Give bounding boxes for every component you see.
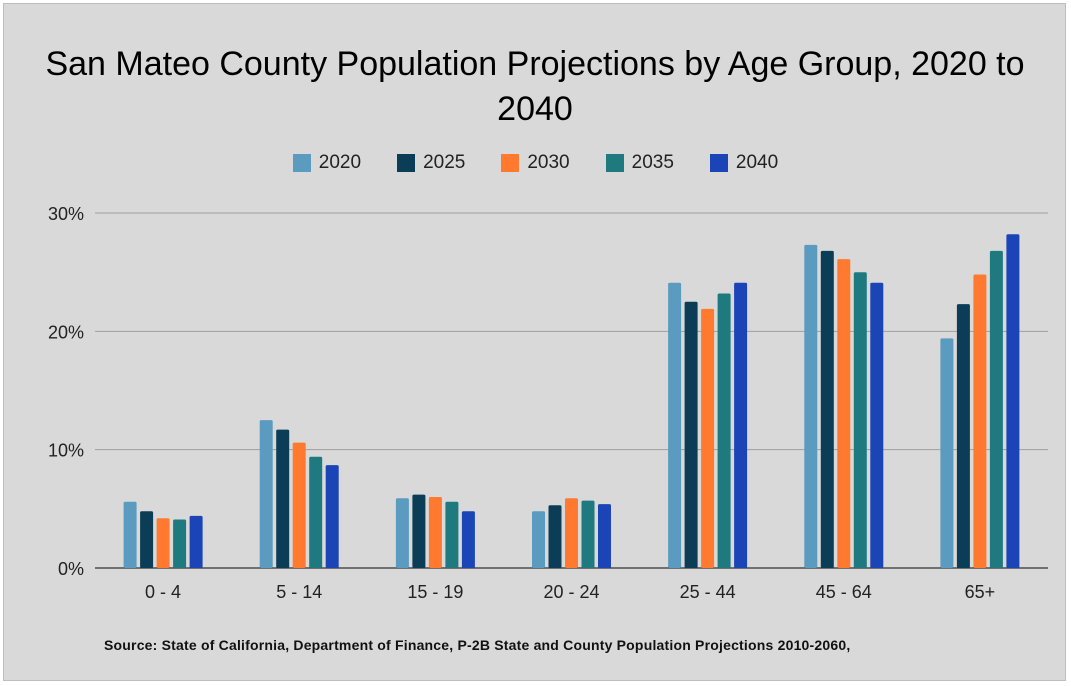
legend-label: 2025 <box>423 152 466 173</box>
bar-2040-1 <box>325 465 339 568</box>
legend-swatch <box>292 154 311 172</box>
bar-2025-4 <box>684 301 698 569</box>
bar-2020-2 <box>395 498 409 568</box>
bar-2030-4 <box>701 308 715 568</box>
bar-2035-2 <box>445 501 459 568</box>
legend-label: 2035 <box>631 152 674 173</box>
y-tick-label: 20% <box>48 322 84 342</box>
bar-2035-4 <box>717 293 731 568</box>
legend-label: 2020 <box>318 152 362 173</box>
bar-2030-3 <box>565 498 578 568</box>
bar-2035-0 <box>173 519 187 568</box>
y-tick-label: 10% <box>48 441 84 461</box>
bar-2040-6 <box>1006 234 1020 569</box>
x-tick-label: 25 - 44 <box>680 582 736 602</box>
legend-item-2040: 2040 <box>709 152 779 174</box>
legend-item-2035: 2035 <box>605 152 674 174</box>
legend-label: 2040 <box>735 152 779 173</box>
bar-2020-6 <box>940 338 954 568</box>
bar-2035-3 <box>581 500 595 568</box>
legend-swatch <box>397 154 416 172</box>
bar-2025-5 <box>820 250 834 568</box>
bar-2025-3 <box>548 505 562 568</box>
legend-label: 2030 <box>527 152 570 173</box>
legend-item-2030: 2030 <box>501 152 570 174</box>
bar-2040-5 <box>870 282 884 568</box>
bar-2020-5 <box>804 244 818 568</box>
bar-2030-2 <box>428 497 442 568</box>
bar-2020-4 <box>668 282 682 568</box>
bar-2040-3 <box>598 504 611 568</box>
chart-title: San Mateo County Population Projections … <box>45 45 1025 128</box>
bar-2025-0 <box>140 511 154 568</box>
bar-2035-1 <box>309 456 323 568</box>
bar-2040-2 <box>461 511 475 568</box>
bar-2020-1 <box>259 420 273 568</box>
bar-2030-5 <box>837 259 851 568</box>
x-tick-label: 15 - 19 <box>407 582 463 602</box>
x-tick-label: 65+ <box>965 582 996 602</box>
legend-swatch <box>501 154 520 172</box>
legend-item-2020: 2020 <box>292 152 362 174</box>
bar-2035-5 <box>853 272 867 568</box>
x-tick-label: 0 - 4 <box>145 582 181 602</box>
bar-2025-2 <box>412 494 426 568</box>
chart-legend: 2020 2025 2030 2035 2040 <box>0 152 1071 174</box>
bar-2030-0 <box>156 518 170 568</box>
x-tick-label: 5 - 14 <box>276 582 322 602</box>
y-tick-label: 30% <box>48 204 84 224</box>
bar-2035-6 <box>989 250 1003 568</box>
x-tick-label: 45 - 64 <box>816 582 872 602</box>
bar-2040-0 <box>189 515 203 568</box>
bar-2040-4 <box>734 282 748 568</box>
x-tick-label: 20 - 24 <box>543 582 599 602</box>
y-tick-label: 0% <box>58 559 84 579</box>
legend-item-2025: 2025 <box>397 152 465 174</box>
legend-swatch <box>605 154 624 172</box>
legend-swatch <box>709 154 728 172</box>
bar-2025-1 <box>276 429 290 568</box>
source-note: Source: State of California, Department … <box>104 637 851 653</box>
bar-2020-0 <box>123 501 137 568</box>
bar-2030-1 <box>292 442 306 568</box>
bar-2020-3 <box>532 511 545 568</box>
bar-2025-6 <box>956 304 970 568</box>
bar-2030-6 <box>973 274 987 568</box>
